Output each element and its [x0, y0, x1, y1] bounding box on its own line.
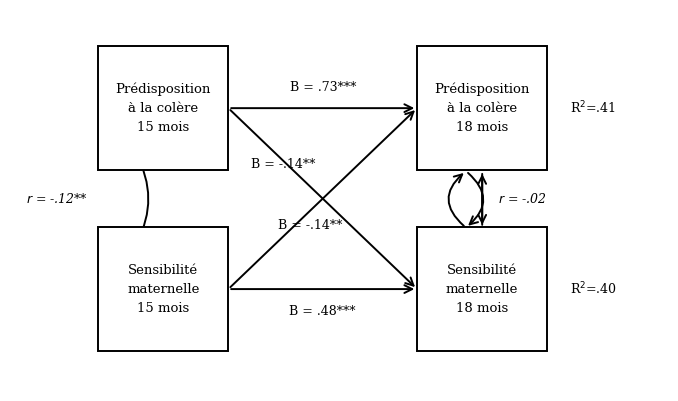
Text: B = .73***: B = .73*** — [290, 81, 356, 94]
Text: B = .48***: B = .48*** — [290, 305, 356, 318]
Bar — [98, 227, 228, 351]
Text: $r$ = -.02: $r$ = -.02 — [498, 192, 547, 206]
Bar — [417, 46, 547, 170]
Text: Prédisposition
à la colère
15 mois: Prédisposition à la colère 15 mois — [115, 82, 211, 134]
Text: R$^2$=.40: R$^2$=.40 — [570, 281, 617, 298]
Bar — [417, 227, 547, 351]
Text: Sensibilité
maternelle
15 mois: Sensibilité maternelle 15 mois — [127, 263, 199, 314]
Text: $r$ = -.12**: $r$ = -.12** — [26, 192, 88, 206]
Text: B = -.14**: B = -.14** — [252, 158, 316, 171]
Text: Sensibilité
maternelle
18 mois: Sensibilité maternelle 18 mois — [446, 263, 519, 314]
Text: Prédisposition
à la colère
18 mois: Prédisposition à la colère 18 mois — [435, 82, 530, 134]
Text: R$^2$=.41: R$^2$=.41 — [570, 100, 616, 116]
Bar — [98, 46, 228, 170]
Text: B = -.14**: B = -.14** — [277, 219, 342, 231]
